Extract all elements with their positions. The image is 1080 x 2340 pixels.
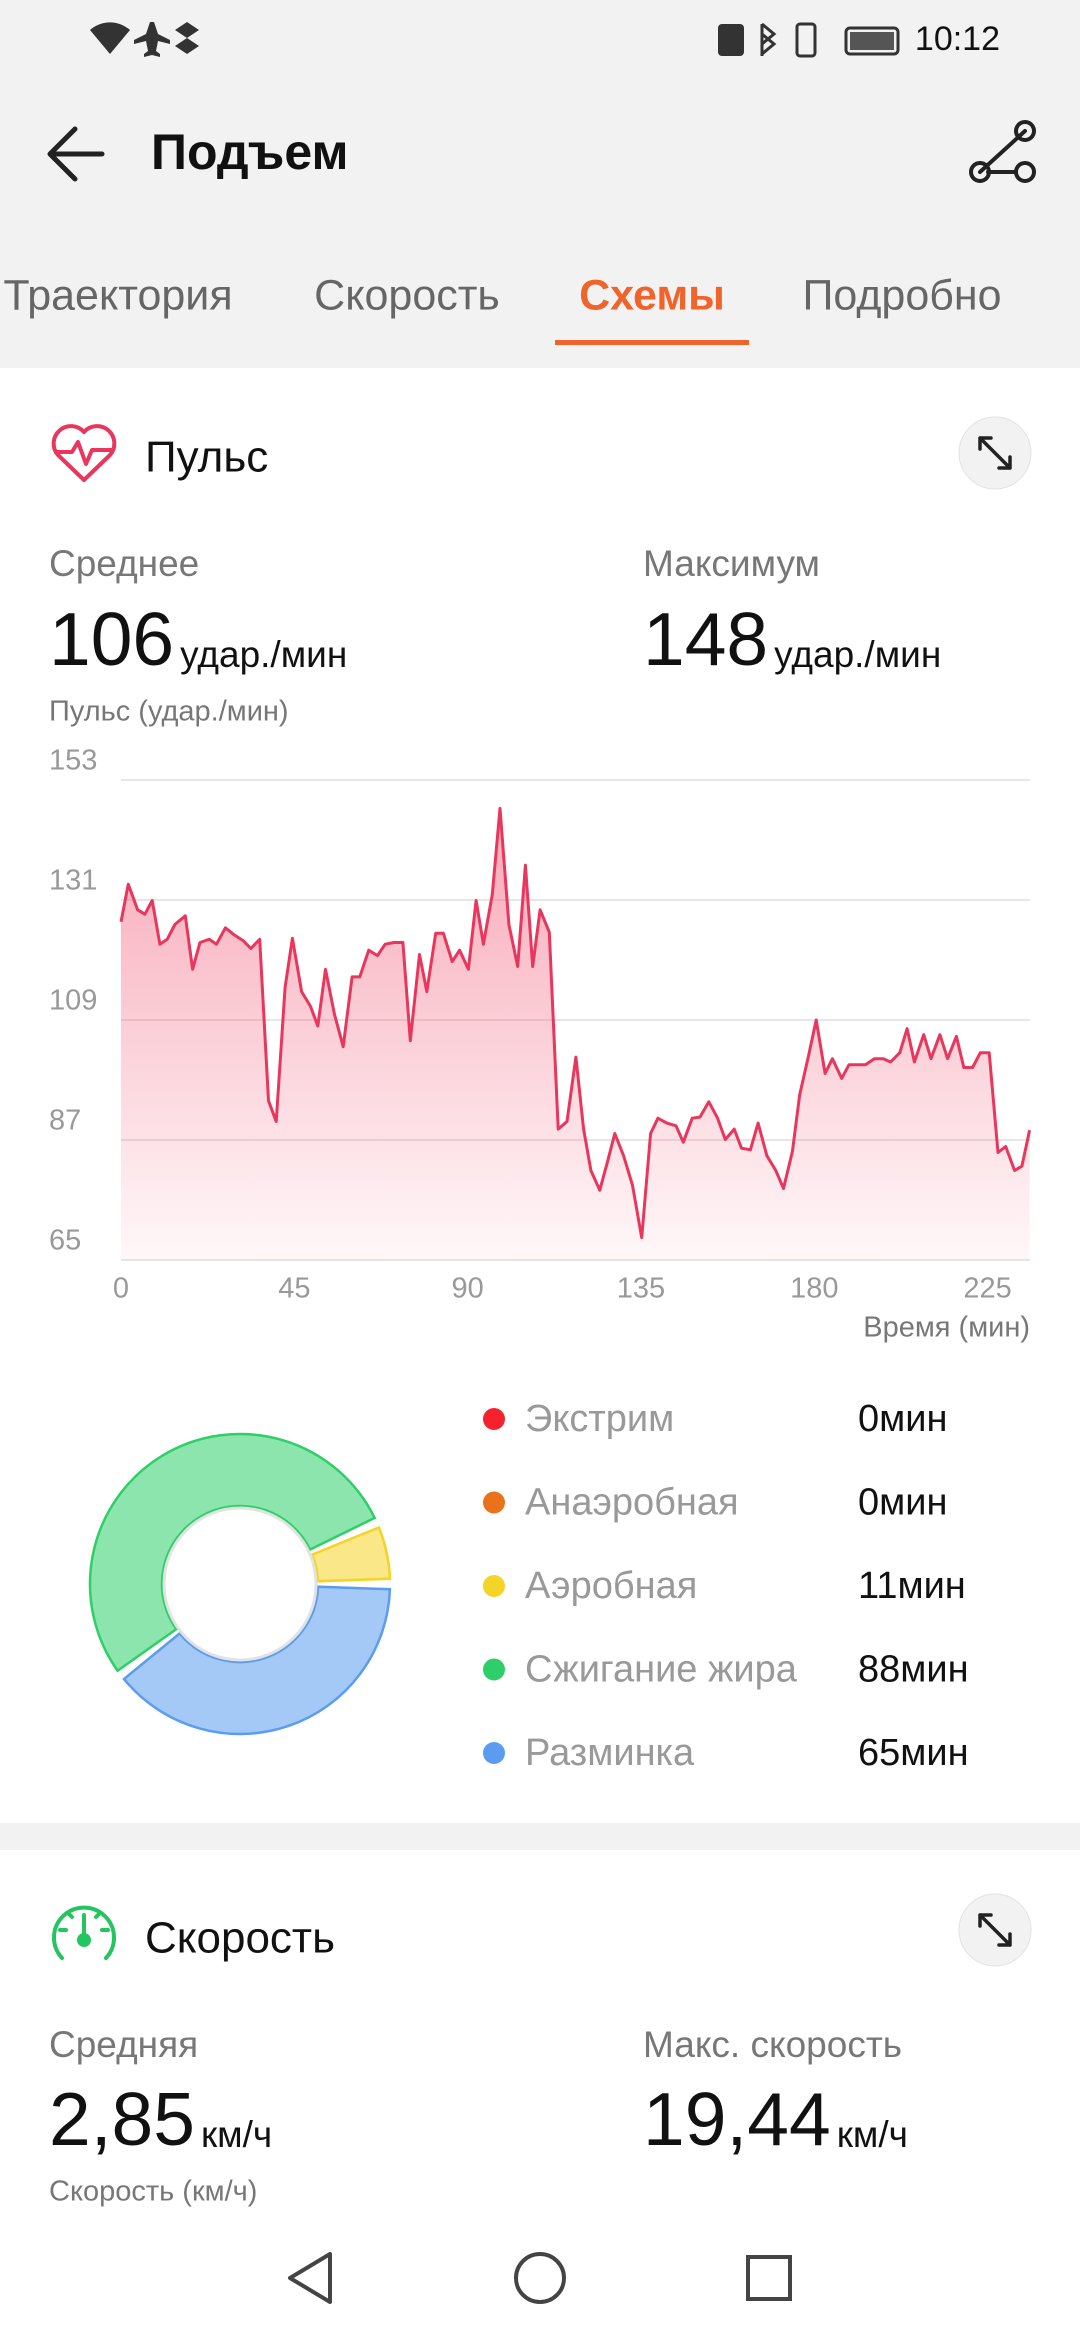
stat-label: Максимум xyxy=(643,543,820,584)
y-tick-label: 131 xyxy=(49,865,97,897)
top-background xyxy=(0,0,1080,368)
expand-button[interactable] xyxy=(958,416,1032,490)
tab[interactable]: Скорость xyxy=(314,271,500,319)
legend-value: 0мин xyxy=(858,1482,947,1524)
stat-unit: км/ч xyxy=(837,2114,908,2155)
legend-dot xyxy=(483,1742,505,1764)
y-axis-title: Пульс (удар./мин) xyxy=(49,696,289,728)
nav-home[interactable] xyxy=(514,2252,566,2304)
x-tick-label: 180 xyxy=(790,1273,838,1305)
y-tick-label: 153 xyxy=(49,745,97,777)
area-fill xyxy=(121,808,1030,1260)
stat-value: 19,44 xyxy=(643,2077,831,2161)
nav-back[interactable] xyxy=(288,2252,332,2304)
heart-rate-chart: 65 87 109 131 153 0 45 90 135 180 225 xyxy=(49,745,1032,1305)
speed-icon xyxy=(52,1905,116,1960)
status-time: 10:12 xyxy=(915,20,1000,58)
donut-segment xyxy=(122,1585,392,1736)
legend-dot xyxy=(483,1658,505,1681)
x-axis-title: Время (мин) xyxy=(863,1312,1030,1344)
stat-value: 148 xyxy=(643,597,768,681)
legend-value: 0мин xyxy=(858,1398,947,1440)
legend-dot xyxy=(483,1408,505,1430)
donut-hole xyxy=(162,1506,318,1662)
donut-segment xyxy=(310,1525,392,1583)
x-tick-label: 90 xyxy=(452,1273,484,1305)
legend-dot xyxy=(483,1575,505,1597)
legend-value: 88мин xyxy=(858,1649,969,1691)
zones-donut xyxy=(88,1432,392,1736)
tab-active[interactable]: Схемы xyxy=(579,271,725,319)
x-tick-label: 135 xyxy=(617,1273,665,1305)
legend-value: 11мин xyxy=(858,1565,966,1607)
tab[interactable]: Траектория xyxy=(3,271,232,319)
stat-unit: удар./мин xyxy=(774,634,941,675)
legend-label: Разминка xyxy=(525,1732,695,1774)
back-button[interactable] xyxy=(47,126,105,182)
page-title: Подъем xyxy=(151,124,349,180)
tab[interactable]: Подробно xyxy=(802,271,1001,319)
legend-label: Аэробная xyxy=(525,1565,697,1607)
section-title: Пульс xyxy=(145,433,268,482)
stat-unit: удар./мин xyxy=(180,634,347,675)
tab-indicator xyxy=(555,340,749,345)
section-title: Скорость xyxy=(145,1914,335,1963)
stat-unit: км/ч xyxy=(201,2114,272,2155)
legend-dot xyxy=(483,1491,505,1514)
x-tick-label: 0 xyxy=(113,1273,129,1305)
stat-label: Среднее xyxy=(49,543,199,584)
stat-label: Средняя xyxy=(49,2024,198,2065)
axis-title: Скорость (км/ч) xyxy=(49,2176,257,2208)
donut-segment xyxy=(88,1432,377,1673)
status-icons xyxy=(90,22,900,58)
stat-label: Макс. скорость xyxy=(643,2024,902,2065)
y-tick-label: 65 xyxy=(49,1225,81,1257)
share-route-button[interactable] xyxy=(969,120,1036,183)
section-divider xyxy=(0,1823,1080,1850)
x-tick-label: 225 xyxy=(963,1273,1011,1305)
stat-value: 2,85 xyxy=(49,2077,195,2161)
stat-value: 106 xyxy=(49,597,174,681)
legend-label: Экстрим xyxy=(525,1398,674,1440)
expand-button[interactable] xyxy=(958,1893,1032,1967)
heart-icon xyxy=(51,424,117,482)
y-tick-label: 87 xyxy=(49,1105,81,1137)
line xyxy=(119,806,1032,1240)
nav-recent[interactable] xyxy=(746,2255,792,2301)
legend-label: Анаэробная xyxy=(525,1482,739,1524)
zones-legend: Экстрим 0мин Анаэробная 0мин Аэробная 11мин Сж… xyxy=(483,1398,969,1774)
x-tick-label: 45 xyxy=(278,1273,310,1305)
legend-value: 65мин xyxy=(858,1732,969,1774)
legend-label: Сжигание жира xyxy=(525,1649,798,1691)
y-tick-label: 109 xyxy=(49,985,97,1017)
